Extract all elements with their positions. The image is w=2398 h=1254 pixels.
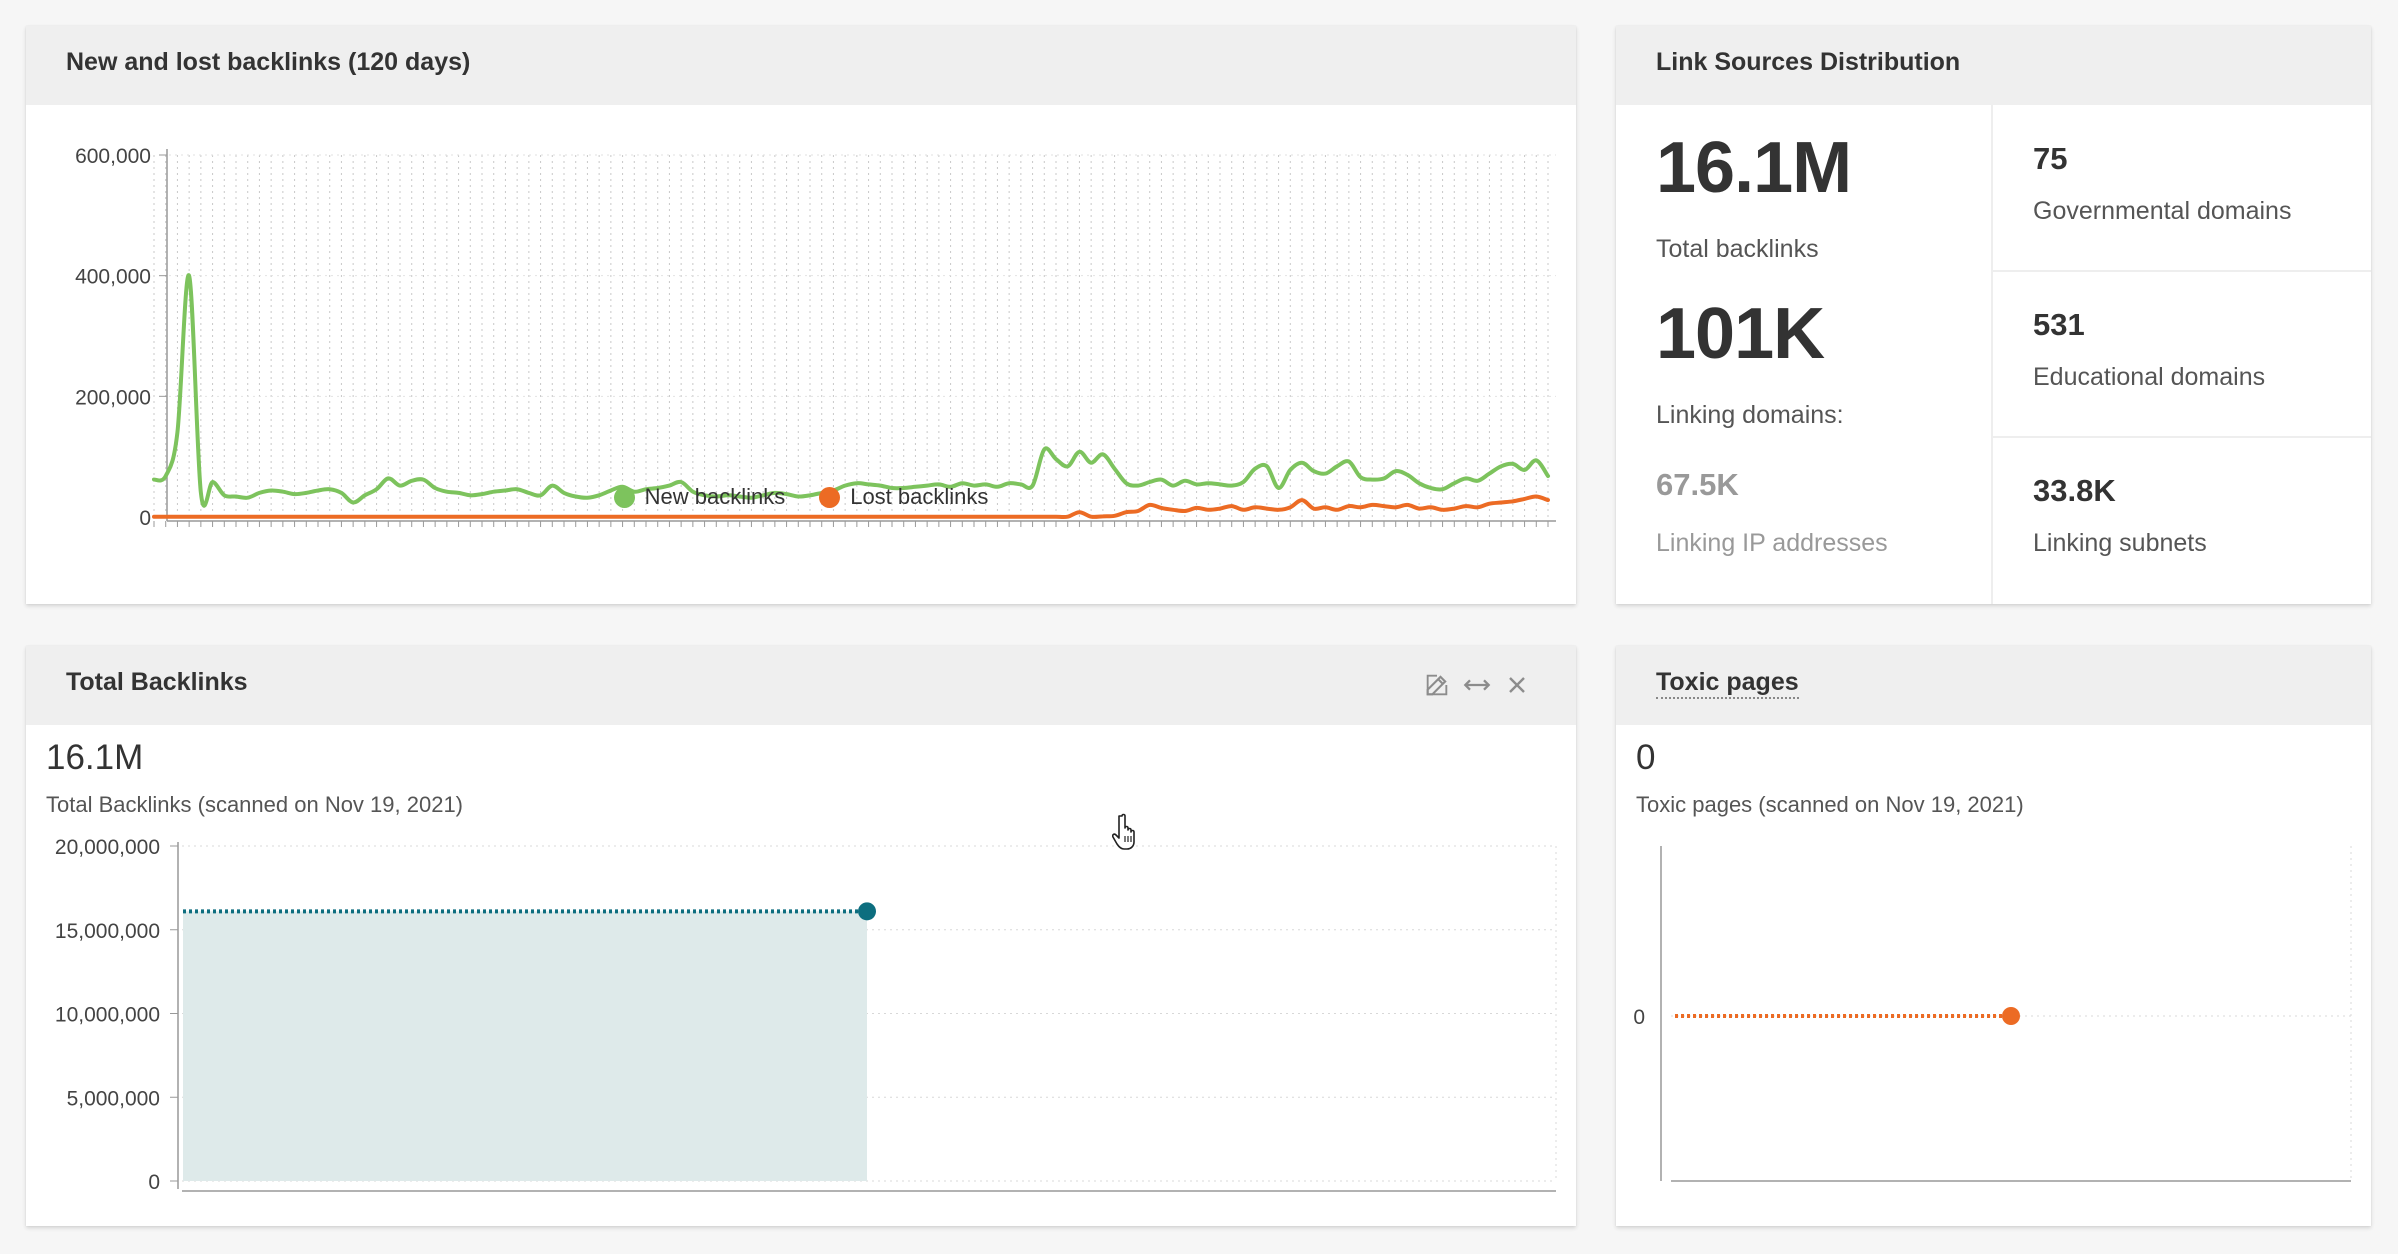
legend-item-lost[interactable]: Lost backlinks (819, 484, 988, 510)
linking-domains-value[interactable]: 101K (1656, 294, 1825, 374)
new-lost-backlinks-chart: 0 200,000 400,000 600,000 (75, 145, 1556, 530)
close-icon[interactable] (1502, 670, 1532, 700)
card-header: New and lost backlinks (120 days) (26, 26, 1576, 105)
total-backlinks-area (183, 911, 867, 1181)
total-backlinks-chart: 0 5,000,000 10,000,000 15,000,000 20,000,000 (55, 836, 1557, 1194)
gov-domains-label: Governmental domains (2033, 197, 2292, 225)
card-title[interactable]: Toxic pages (1656, 668, 1799, 699)
total-backlinks-metric-label: Total Backlinks (scanned on Nov 19, 2021… (46, 792, 464, 817)
subnets-value: 33.8K (2033, 473, 2116, 508)
chart-grid (153, 154, 1556, 518)
resize-horizontal-icon[interactable] (1462, 670, 1492, 700)
y-tick-label: 0 (139, 507, 151, 530)
total-backlinks-point (858, 902, 876, 921)
card-title: New and lost backlinks (120 days) (66, 48, 471, 76)
y-tick-label: 400,000 (75, 266, 151, 289)
toxic-pages-metric-label: Toxic pages (scanned on Nov 19, 2021) (1636, 792, 2024, 817)
backlinks-card: New and lost backlinks (120 days) 0 200,0… (26, 26, 1576, 604)
toxic-pages-point (2002, 1007, 2020, 1025)
edu-domains-cell[interactable]: 531 Educational domains (1993, 271, 2371, 438)
link-sources-card: Link Sources Distribution 16.1M Total ba… (1616, 26, 2371, 604)
new-backlinks-line (152, 273, 1550, 508)
widget-actions (1422, 670, 1532, 700)
linking-ips-value: 67.5K (1656, 467, 1739, 502)
subnets-cell[interactable]: 33.8K Linking subnets (1993, 437, 2371, 602)
y-tick-label: 0 (1633, 1006, 1645, 1029)
total-backlinks-value: 16.1M (1656, 128, 1852, 208)
legend-dot-new (613, 486, 635, 508)
card-title: Link Sources Distribution (1656, 48, 1961, 76)
subnets-label: Linking subnets (2033, 529, 2207, 557)
legend-item-new[interactable]: New backlinks (613, 484, 786, 510)
card-header: Link Sources Distribution (1616, 26, 2371, 105)
link-sources-side: 75 Governmental domains 531 Educational … (1993, 105, 2371, 604)
y-tick-label: 5,000,000 (67, 1087, 160, 1110)
y-tick-label: 600,000 (75, 145, 151, 168)
card-header: Total Backlinks (26, 646, 1576, 725)
y-tick-label: 200,000 (75, 386, 151, 409)
total-backlinks-card: Total Backlinks 16.1M Total Backlinks (s… (26, 646, 1576, 1226)
legend-label-new: New backlinks (644, 484, 786, 509)
total-backlinks-label: Total backlinks (1656, 235, 1819, 263)
card-body: 16.1M Total backlinks 101K Linking domai… (1616, 105, 2371, 604)
toxic-pages-card: Toxic pages 0 Toxic pages (scanned on No… (1616, 646, 2371, 1226)
card-title: Total Backlinks (66, 668, 248, 696)
legend-label-lost: Lost backlinks (850, 484, 989, 509)
card-header: Toxic pages (1616, 646, 2371, 725)
hand-cursor-icon (1111, 812, 1146, 857)
legend-dot-lost (819, 486, 841, 508)
gov-domains-cell[interactable]: 75 Governmental domains (1993, 105, 2371, 272)
total-backlinks-metric-value: 16.1M (46, 738, 144, 777)
toxic-pages-title: Toxic pages (1656, 668, 1799, 699)
lost-backlinks-line (152, 494, 1550, 520)
y-tick-label: 0 (148, 1171, 160, 1194)
toxic-pages-metric-value: 0 (1636, 738, 1656, 777)
chart-legend: New backlinks Lost backlinks (26, 484, 1576, 510)
linking-ips-label: Linking IP addresses (1656, 529, 1888, 557)
toxic-pages-chart: 0 (1633, 846, 2352, 1182)
edu-domains-value: 531 (2033, 307, 2085, 342)
link-sources-main: 16.1M Total backlinks 101K Linking domai… (1616, 105, 1993, 604)
y-tick-label: 10,000,000 (55, 1004, 160, 1027)
gov-domains-value: 75 (2033, 141, 2068, 176)
edit-icon[interactable] (1422, 670, 1452, 700)
linking-domains-label: Linking domains: (1656, 401, 1844, 429)
y-tick-label: 15,000,000 (55, 920, 160, 943)
edu-domains-label: Educational domains (2033, 363, 2266, 391)
y-tick-label: 20,000,000 (55, 836, 160, 859)
